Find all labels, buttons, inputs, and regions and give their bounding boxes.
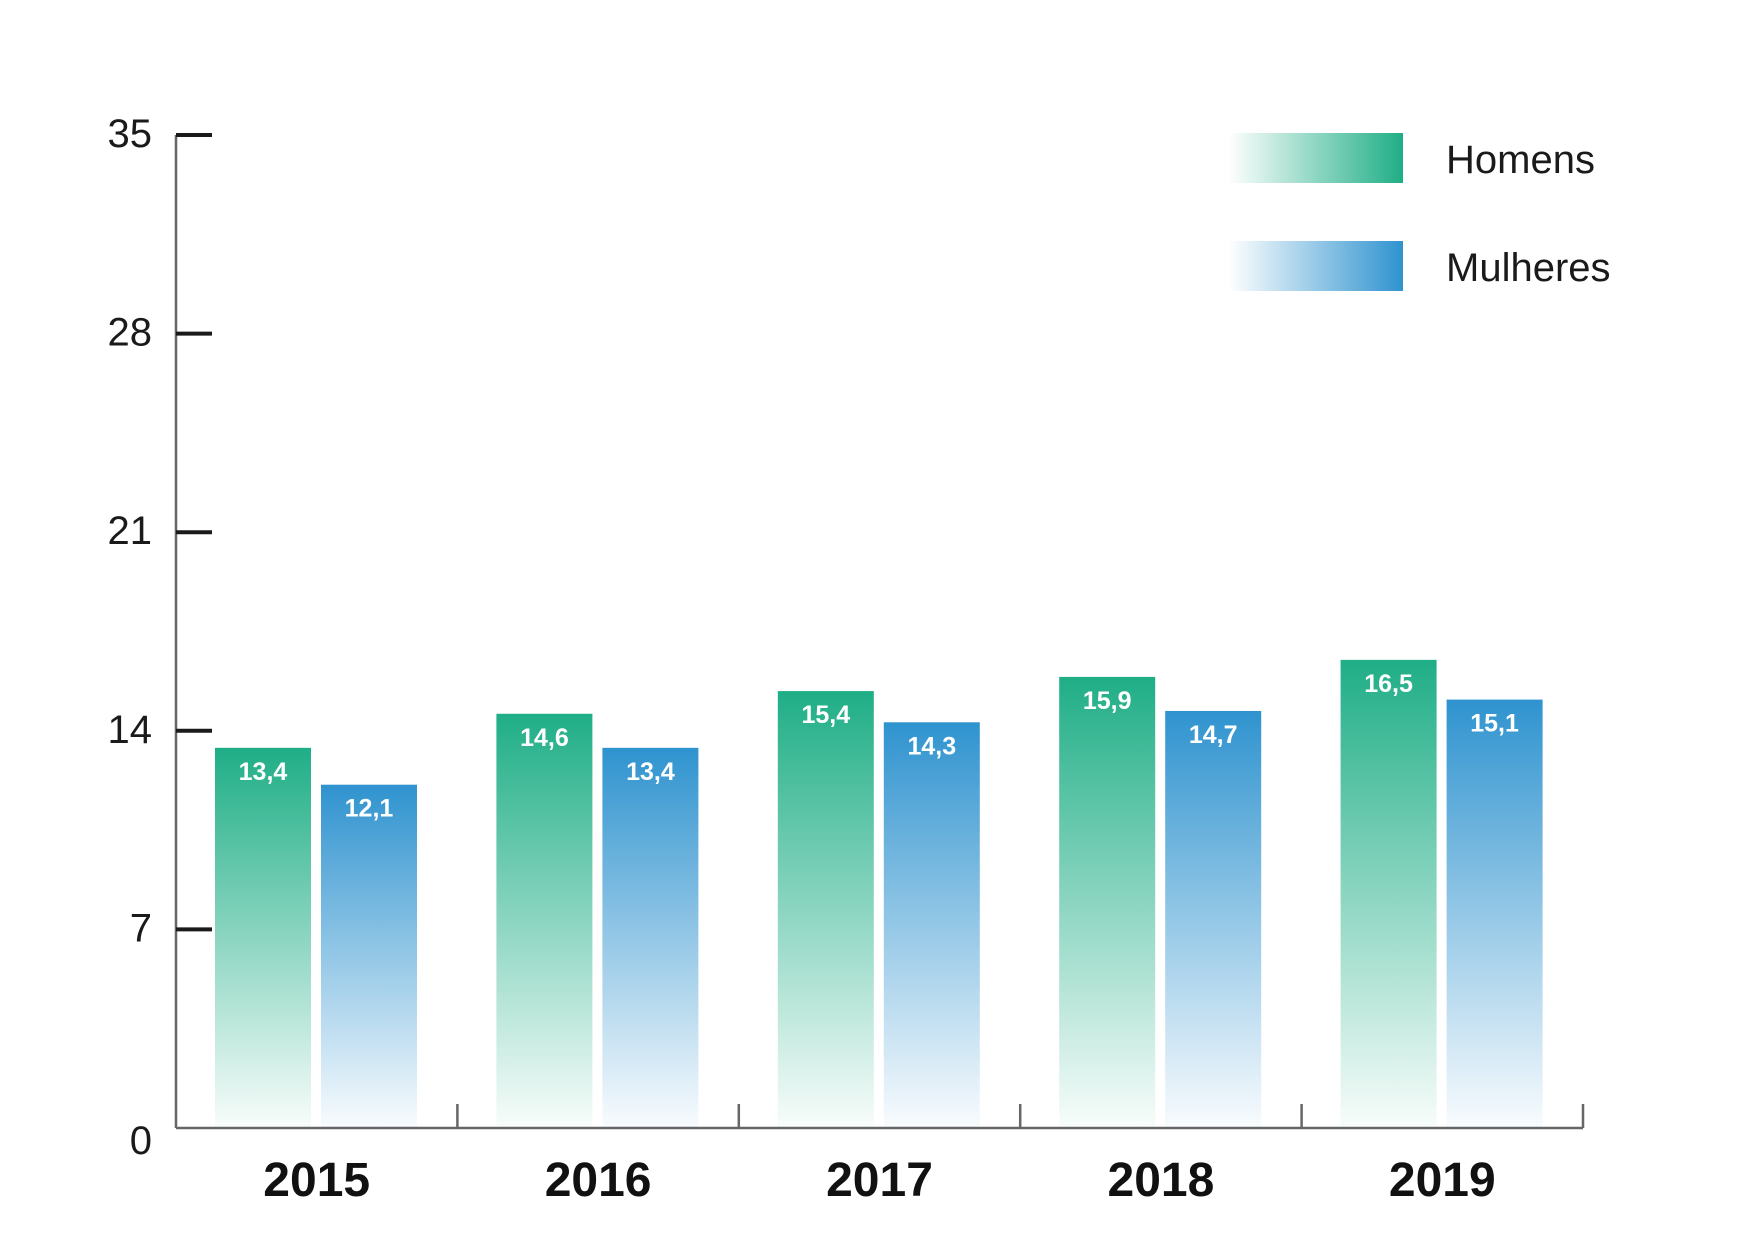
legend: Homens Mulheres: [1228, 133, 1611, 291]
value-label-homens-2016: 14,6: [520, 724, 569, 752]
bar-homens-2018: [1059, 676, 1156, 1128]
value-label-mulheres-2018: 14,7: [1189, 721, 1238, 749]
y-tick-label: 28: [108, 311, 153, 355]
x-tick-label: 2018: [1108, 1154, 1215, 1207]
bars: 13,4 12,1 14,6 13,4 15,4 14,3 15,9 14,7 16,5 15,1: [215, 659, 1543, 1128]
bar-homens-2017: [777, 691, 874, 1128]
legend-label-homens: Homens: [1446, 138, 1595, 182]
value-label-homens-2019: 16,5: [1364, 670, 1413, 698]
x-tick-label: 2019: [1389, 1154, 1496, 1207]
value-label-mulheres-2019: 15,1: [1470, 710, 1519, 738]
value-label-homens-2018: 15,9: [1083, 687, 1132, 715]
y-tick-label: 7: [130, 906, 152, 950]
y-tick-label: 35: [108, 112, 153, 156]
y-tick-label: 21: [108, 509, 153, 553]
bar-homens-2019: [1340, 659, 1437, 1128]
value-label-mulheres-2017: 14,3: [907, 732, 956, 760]
legend-swatch-homens: [1228, 133, 1403, 183]
y-tick-label: 0: [130, 1119, 152, 1163]
value-label-homens-2015: 13,4: [239, 758, 288, 786]
x-tick-label: 2016: [545, 1154, 652, 1207]
axes: 0 7 14 21 28 35 2015 2016 2017 2018 2019: [108, 112, 1585, 1207]
legend-label-mulheres: Mulheres: [1446, 246, 1611, 290]
bar-mulheres-2015: [321, 784, 417, 1128]
y-tick-label: 14: [108, 708, 153, 752]
bar-mulheres-2019: [1446, 699, 1543, 1128]
x-tick-label: 2015: [263, 1154, 370, 1207]
x-tick-label: 2017: [826, 1154, 933, 1207]
bar-mulheres-2018: [1165, 710, 1262, 1128]
bar-mulheres-2017: [883, 722, 980, 1128]
legend-swatch-mulheres: [1228, 241, 1403, 291]
bar-homens-2015: [215, 747, 311, 1128]
value-label-mulheres-2016: 13,4: [626, 758, 675, 786]
bar-mulheres-2016: [602, 747, 699, 1128]
value-label-mulheres-2015: 12,1: [345, 795, 394, 823]
bar-homens-2016: [496, 713, 593, 1128]
value-label-homens-2017: 15,4: [801, 701, 850, 729]
